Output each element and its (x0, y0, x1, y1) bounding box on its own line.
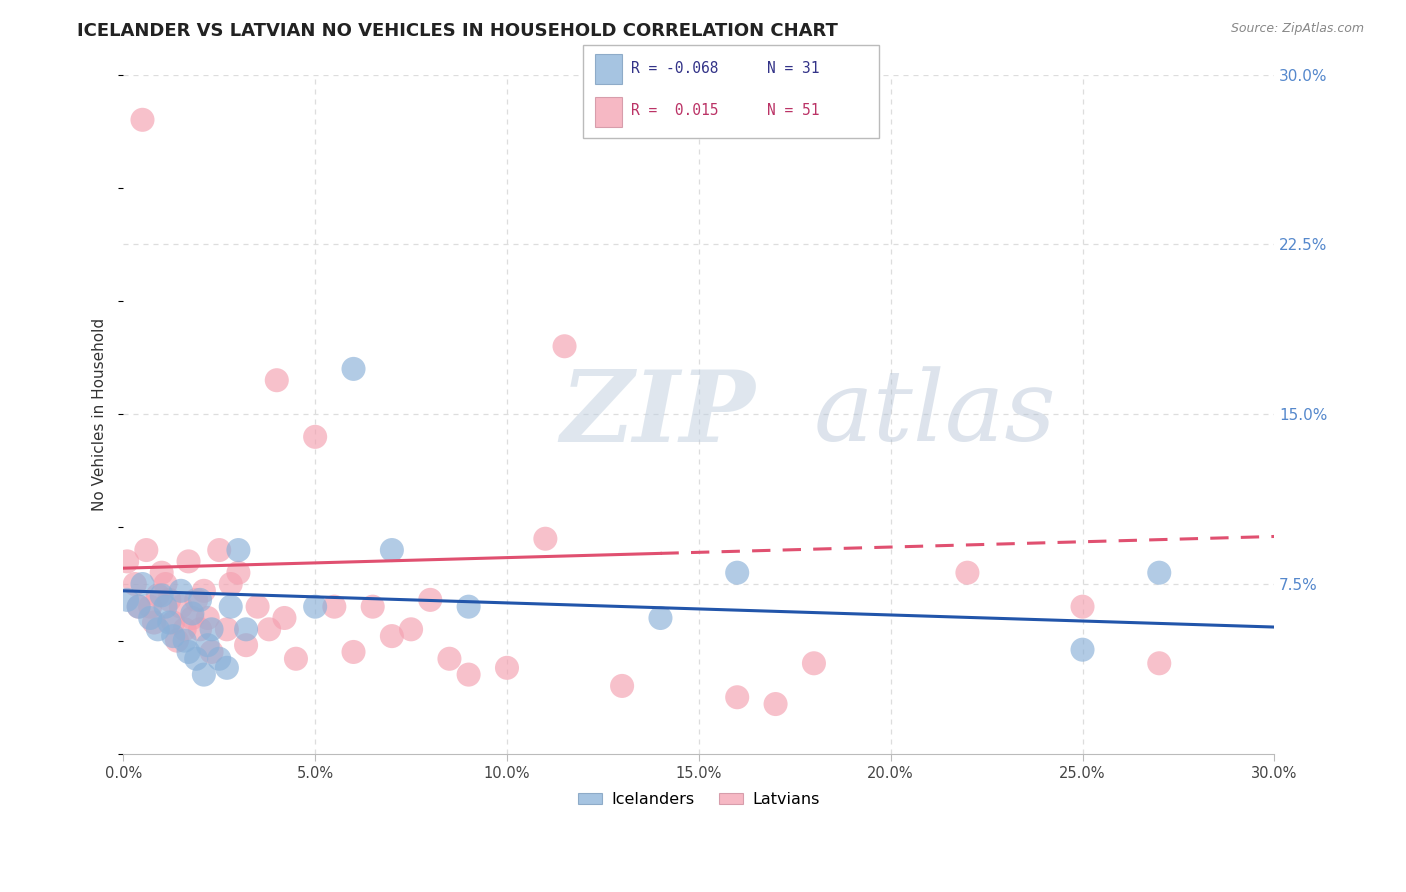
Point (139, 599, 162, 614)
Point (342, 645, 364, 659)
Legend: Icelanders, Latvians: Icelanders, Latvians (572, 786, 825, 814)
Point (419, 593, 441, 607)
Text: N = 31: N = 31 (766, 61, 820, 76)
Point (215, 623, 238, 637)
Point (135, 543, 157, 558)
Point (157, 593, 180, 607)
Point (554, 339, 576, 353)
Point (803, 657, 825, 671)
Point (1071, 642, 1094, 657)
Point (610, 679, 633, 693)
Text: ZIP: ZIP (561, 366, 755, 462)
Point (399, 623, 422, 637)
Point (173, 633, 195, 648)
Text: Source: ZipAtlas.com: Source: ZipAtlas.com (1230, 22, 1364, 36)
Point (208, 543, 231, 558)
Point (193, 667, 215, 681)
Text: N = 51: N = 51 (766, 103, 820, 118)
Point (197, 611, 219, 625)
Text: ICELANDER VS LATVIAN NO VEHICLES IN HOUSEHOLD CORRELATION CHART: ICELANDER VS LATVIAN NO VEHICLES IN HOUS… (77, 22, 838, 40)
Point (323, 599, 346, 614)
Point (166, 633, 188, 648)
Text: R =  0.015: R = 0.015 (631, 103, 718, 118)
Point (193, 583, 215, 598)
Point (170, 583, 193, 598)
Point (228, 566, 250, 580)
Point (131, 577, 153, 591)
Point (188, 623, 211, 637)
Point (181, 607, 204, 621)
Point (143, 615, 166, 630)
Point (257, 623, 280, 637)
Point (186, 652, 208, 666)
Point (956, 566, 979, 580)
Point (496, 661, 519, 675)
Point (1149, 566, 1171, 580)
Point (342, 362, 364, 376)
Point (219, 599, 242, 614)
Point (188, 593, 211, 607)
Point (177, 554, 200, 568)
Point (439, 652, 461, 666)
Point (361, 599, 384, 614)
Point (139, 611, 162, 625)
Point (150, 588, 173, 602)
Point (162, 629, 184, 643)
Point (381, 543, 404, 558)
Point (200, 623, 222, 637)
Point (235, 638, 257, 652)
Point (246, 599, 269, 614)
Point (725, 690, 748, 705)
Point (457, 667, 479, 681)
Text: atlas: atlas (814, 367, 1057, 462)
Point (177, 645, 200, 659)
FancyBboxPatch shape (595, 97, 621, 127)
Point (197, 638, 219, 652)
Point (115, 554, 138, 568)
Point (146, 623, 169, 637)
Point (155, 577, 177, 591)
Point (200, 645, 222, 659)
Point (208, 652, 231, 666)
Text: R = -0.068: R = -0.068 (631, 61, 718, 76)
Point (304, 599, 326, 614)
Point (725, 566, 748, 580)
Point (284, 652, 307, 666)
Point (228, 543, 250, 558)
Point (131, 112, 153, 127)
Point (381, 629, 404, 643)
Point (170, 599, 193, 614)
Point (219, 577, 242, 591)
FancyBboxPatch shape (595, 54, 621, 84)
Point (650, 611, 672, 625)
Point (457, 599, 479, 614)
Point (273, 611, 295, 625)
Point (266, 373, 288, 387)
Point (150, 566, 173, 580)
Point (215, 661, 238, 675)
Point (186, 593, 208, 607)
Point (1149, 657, 1171, 671)
Point (173, 623, 195, 637)
Point (124, 577, 146, 591)
Point (765, 697, 787, 711)
Point (162, 615, 184, 630)
Point (1071, 599, 1094, 614)
Point (128, 599, 150, 614)
Point (534, 532, 557, 546)
Point (235, 623, 257, 637)
FancyBboxPatch shape (583, 45, 879, 138)
Point (115, 593, 138, 607)
Point (146, 588, 169, 602)
Y-axis label: No Vehicles in Household: No Vehicles in Household (93, 318, 107, 511)
Point (155, 599, 177, 614)
Point (181, 611, 204, 625)
Point (128, 599, 150, 614)
Point (157, 615, 180, 630)
Point (304, 430, 326, 444)
